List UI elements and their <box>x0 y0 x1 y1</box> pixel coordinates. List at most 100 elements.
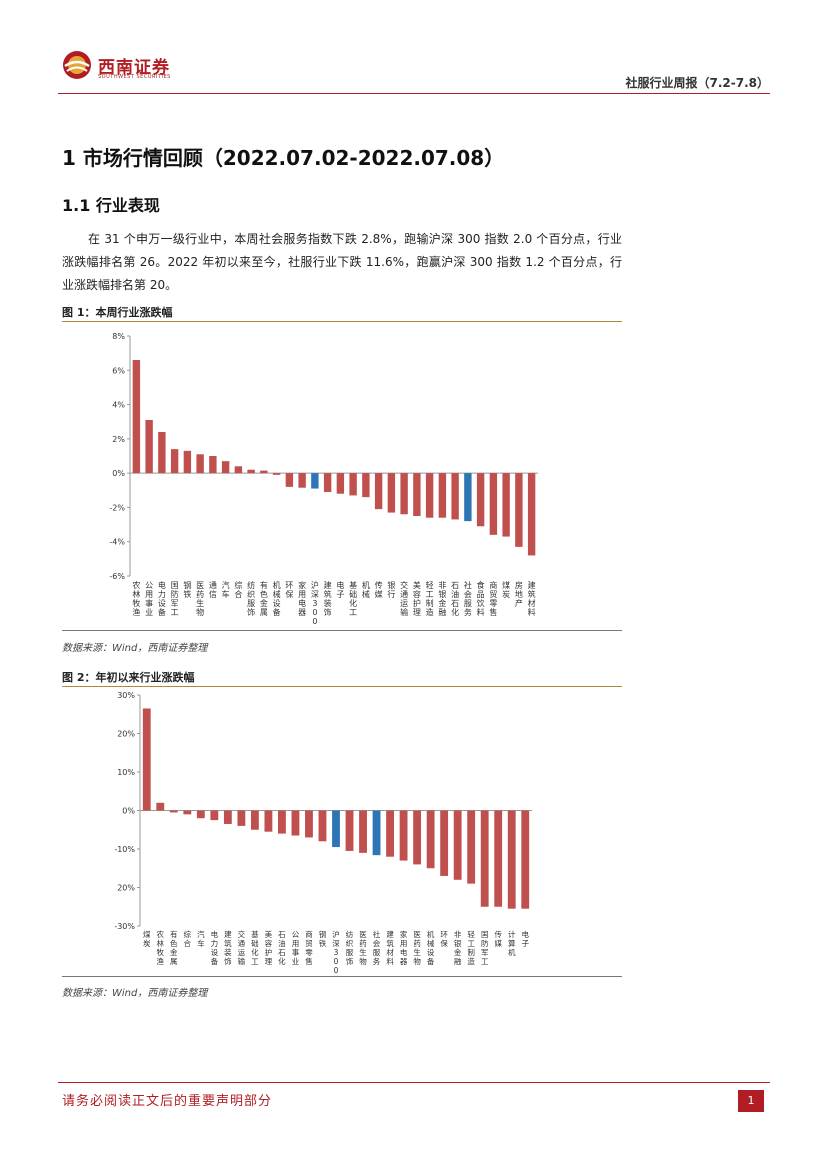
x-tick-char: 化 <box>251 947 259 957</box>
x-tick-char: 业 <box>145 607 153 617</box>
x-tick-char: 工 <box>467 939 475 948</box>
bar-21 <box>400 473 408 515</box>
x-tick-char: 械 <box>273 589 281 599</box>
x-tick-char: 容 <box>265 938 273 948</box>
x-tick-char: 器 <box>400 957 408 966</box>
x-tick-char: 筑 <box>386 938 394 948</box>
bar-27 <box>476 473 485 527</box>
figure-2-chart: 30% 20% 10% 0% -10% 20% -30% 煤炭农林牧渔有色金属综合汽车电力设备… <box>62 688 622 976</box>
y-tick-label: 6% <box>112 366 125 375</box>
figure-2-top-rule <box>62 686 622 687</box>
bar-3 <box>170 449 179 474</box>
x-tick-label: 社会服务 <box>373 929 381 966</box>
x-tick-char: 食 <box>477 580 485 590</box>
x-tick-char: 造 <box>426 607 434 617</box>
x-tick-char: 建 <box>386 929 394 939</box>
figure-2-bottom-rule <box>62 976 622 977</box>
x-tick-char: 0 <box>334 966 339 975</box>
bar-1 <box>156 802 165 811</box>
x-tick-char: 有 <box>260 580 268 590</box>
x-tick-char: 综 <box>184 929 192 939</box>
x-tick-label: 钢铁 <box>319 929 327 948</box>
x-tick-label: 房地产 <box>515 580 523 608</box>
x-tick-char: 农 <box>157 929 165 939</box>
bar-24 <box>467 810 476 884</box>
x-tick-char: 事 <box>292 947 300 957</box>
x-tick-label: 社会服务 <box>464 580 472 617</box>
x-tick-char: 环 <box>285 581 293 590</box>
x-tick-char: 军 <box>481 948 489 957</box>
x-tick-char: 牧 <box>157 947 165 957</box>
x-tick-char: 0 <box>334 957 339 966</box>
x-tick-char: 饰 <box>224 956 232 966</box>
bar-27 <box>507 810 516 909</box>
x-tick-label: 环保 <box>285 581 293 599</box>
x-tick-char: 电 <box>400 947 408 957</box>
x-tick-char: 力 <box>158 589 166 599</box>
y-tick-label: 0% <box>122 807 135 816</box>
x-tick-char: 基 <box>251 929 259 939</box>
y-tick-label: 2% <box>112 435 125 444</box>
x-tick-char: 钢 <box>319 929 327 939</box>
bar-9 <box>264 810 273 832</box>
x-tick-char: 铁 <box>183 589 191 599</box>
x-tick-label: 汽车 <box>222 580 230 599</box>
x-tick-char: 纺 <box>346 929 354 939</box>
bar-0 <box>132 360 141 474</box>
x-tick-char: 子 <box>336 590 344 599</box>
x-tick-char: 0 <box>312 617 317 626</box>
section-heading: 1 市场行情回顾（2022.07.02-2022.07.08） <box>62 146 505 170</box>
x-tick-char: 色 <box>170 938 178 948</box>
x-tick-char: 机 <box>362 580 370 590</box>
x-tick-char: 电 <box>521 929 529 939</box>
figure-1-chart: 8% 6% 4% 2% 0% -2% -4% -6% 农林牧渔公用事业电力设备国防军工钢铁医药生… <box>62 324 622 630</box>
x-tick-char: 会 <box>373 938 381 948</box>
x-tick-char: 材 <box>386 947 394 957</box>
bar-9 <box>247 469 255 474</box>
x-tick-char: 物 <box>359 956 367 966</box>
x-tick-char: 商 <box>305 929 313 939</box>
x-tick-char: 家 <box>298 580 306 590</box>
x-tick-char: 用 <box>145 590 153 599</box>
bar-14 <box>311 473 319 489</box>
y-tick-label: -6% <box>109 572 125 581</box>
x-tick-char: 国 <box>171 581 179 590</box>
x-tick-char: 药 <box>359 938 367 948</box>
x-tick-char: 计 <box>508 929 516 939</box>
x-tick-char: 会 <box>464 589 472 599</box>
x-tick-char: 化 <box>278 956 286 966</box>
bar-4 <box>183 450 192 474</box>
bar-26 <box>464 473 472 522</box>
bar-15 <box>323 473 332 492</box>
logo-subtext: SOUTHWEST SECURITIES <box>98 74 171 80</box>
x-tick-char: 融 <box>454 956 462 966</box>
x-tick-label: 煤炭 <box>502 580 510 599</box>
x-tick-char: 输 <box>238 956 246 966</box>
bar-15 <box>345 810 354 851</box>
ytd-bar-chart: 30%20%10%0%-10%20%-30%煤炭农林牧渔有色金属综合汽车电力设备… <box>114 691 532 975</box>
x-tick-char: 生 <box>196 598 204 608</box>
x-tick-char: 械 <box>362 589 370 599</box>
x-tick-label: 机械 <box>362 580 370 599</box>
report-title: 社服行业周报（7.2-7.8） <box>625 76 770 90</box>
bar-6 <box>209 456 217 474</box>
x-tick-char: 通 <box>400 589 408 599</box>
x-tick-char: 织 <box>346 938 354 948</box>
x-tick-char: 工 <box>481 957 489 966</box>
x-tick-char: 行 <box>387 589 395 599</box>
x-tick-char: 筑 <box>224 938 232 948</box>
x-tick-char: 汽 <box>222 580 230 590</box>
x-tick-char: 运 <box>238 948 246 957</box>
x-tick-char: 传 <box>494 929 502 939</box>
bar-31 <box>527 473 536 556</box>
x-tick-char: 建 <box>324 580 332 590</box>
x-tick-char: 础 <box>349 589 357 599</box>
